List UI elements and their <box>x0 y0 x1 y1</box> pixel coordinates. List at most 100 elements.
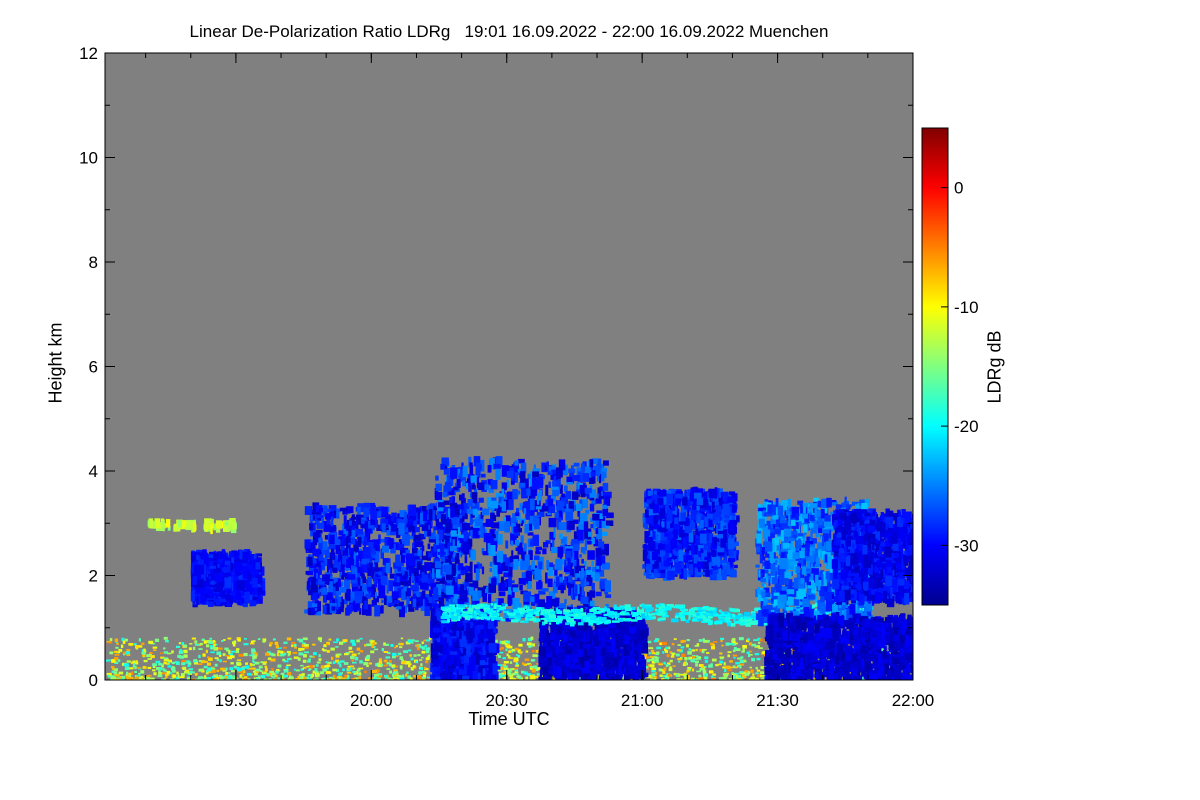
heatmap-cell <box>487 618 495 629</box>
heatmap-cell <box>812 670 816 673</box>
heatmap-cell <box>272 638 276 641</box>
heatmap-cell <box>516 678 520 680</box>
heatmap-cell <box>307 570 313 576</box>
heatmap-cell <box>385 676 389 679</box>
heatmap-cell <box>372 539 380 547</box>
heatmap-cell <box>283 652 287 656</box>
heatmap-cell <box>322 583 325 587</box>
heatmap-cell <box>686 644 689 648</box>
heatmap-cell <box>183 654 188 658</box>
heatmap-cell <box>224 576 232 589</box>
heatmap-cell <box>356 668 361 672</box>
heatmap-cell <box>681 653 686 658</box>
heatmap-cell <box>416 561 422 571</box>
heatmap-cell <box>243 571 248 579</box>
heatmap-cell <box>342 523 346 531</box>
heatmap-cell <box>356 670 359 675</box>
heatmap-cell <box>191 556 195 567</box>
heatmap-cell <box>359 650 364 653</box>
heatmap-cell <box>747 654 751 658</box>
heatmap-cell <box>251 667 256 670</box>
heatmap-cell <box>143 659 148 663</box>
heatmap-cell <box>131 671 134 675</box>
heatmap-cell <box>408 520 414 525</box>
heatmap-cell <box>369 548 375 558</box>
heatmap-cell <box>386 580 393 592</box>
heatmap-cell <box>676 678 681 680</box>
heatmap-cell <box>760 678 766 680</box>
heatmap-cell <box>173 525 181 532</box>
heatmap-cell <box>375 592 377 599</box>
heatmap-cell <box>250 595 256 607</box>
heatmap-cell <box>251 653 255 657</box>
heatmap-cell <box>492 663 498 675</box>
heatmap-cell <box>364 670 367 674</box>
heatmap-cell <box>139 676 142 680</box>
heatmap-cell <box>360 596 367 604</box>
heatmap-cell <box>329 534 335 544</box>
heatmap-cell <box>412 556 420 560</box>
heatmap-cell <box>312 670 316 674</box>
heatmap-cell <box>390 595 398 604</box>
heatmap-cell <box>446 595 449 603</box>
heatmap-cell <box>651 661 656 664</box>
heatmap-cell <box>648 664 651 667</box>
heatmap-cell <box>455 590 462 595</box>
heatmap-cell <box>403 650 408 653</box>
heatmap-cell <box>312 655 315 658</box>
heatmap-cell <box>481 633 489 639</box>
heatmap-cell <box>525 650 529 653</box>
heatmap-cell <box>333 674 336 679</box>
heatmap-cell <box>346 506 354 514</box>
heatmap-cell <box>596 570 605 577</box>
heatmap-cell <box>723 662 726 666</box>
heatmap-cell <box>466 623 471 634</box>
heatmap-cell <box>666 653 670 658</box>
heatmap-cell <box>399 606 405 618</box>
heatmap-cell <box>280 650 284 654</box>
heatmap-cell <box>336 590 341 596</box>
heatmap-cell <box>704 673 708 677</box>
heatmap-cell <box>251 673 254 676</box>
heatmap-cell <box>116 642 119 645</box>
heatmap-cell <box>286 650 291 653</box>
heatmap-cell <box>654 659 659 663</box>
heatmap-cell <box>201 552 208 560</box>
heatmap-cell <box>380 548 384 559</box>
heatmap-cell <box>304 646 309 649</box>
heatmap-cell <box>353 544 359 552</box>
heatmap-cell <box>136 674 141 677</box>
heatmap-cell <box>303 676 307 680</box>
heatmap-cell <box>443 604 446 609</box>
heatmap-cell <box>381 648 384 652</box>
heatmap-cell <box>401 554 406 564</box>
heatmap-cell <box>390 524 398 532</box>
heatmap-cell <box>172 669 176 673</box>
heatmap-cell <box>363 662 368 666</box>
heatmap-cell <box>393 673 398 677</box>
heatmap-cell <box>683 673 687 677</box>
heatmap-cell <box>673 672 676 676</box>
heatmap-cell <box>741 650 745 653</box>
heatmap-cell <box>382 545 389 553</box>
heatmap-cell <box>318 537 323 550</box>
heatmap-cell <box>731 673 737 676</box>
heatmap-cell <box>115 646 119 649</box>
heatmap-cell <box>314 559 321 568</box>
heatmap-cell <box>846 643 850 647</box>
heatmap-cell <box>233 665 238 669</box>
heatmap-cell <box>202 653 206 657</box>
heatmap-cell <box>135 647 139 650</box>
heatmap-cell <box>375 574 381 578</box>
heatmap-cell <box>421 545 425 552</box>
heatmap-cell <box>363 502 371 513</box>
heatmap-cell <box>370 650 375 654</box>
heatmap-cell <box>127 675 132 678</box>
heatmap-cell <box>688 656 692 660</box>
heatmap-cell <box>335 654 340 658</box>
heatmap-cell <box>524 658 530 661</box>
heatmap-cell <box>421 525 429 532</box>
heatmap-cell <box>503 661 509 664</box>
heatmap-cell <box>725 665 731 669</box>
heatmap-cell <box>318 554 324 561</box>
